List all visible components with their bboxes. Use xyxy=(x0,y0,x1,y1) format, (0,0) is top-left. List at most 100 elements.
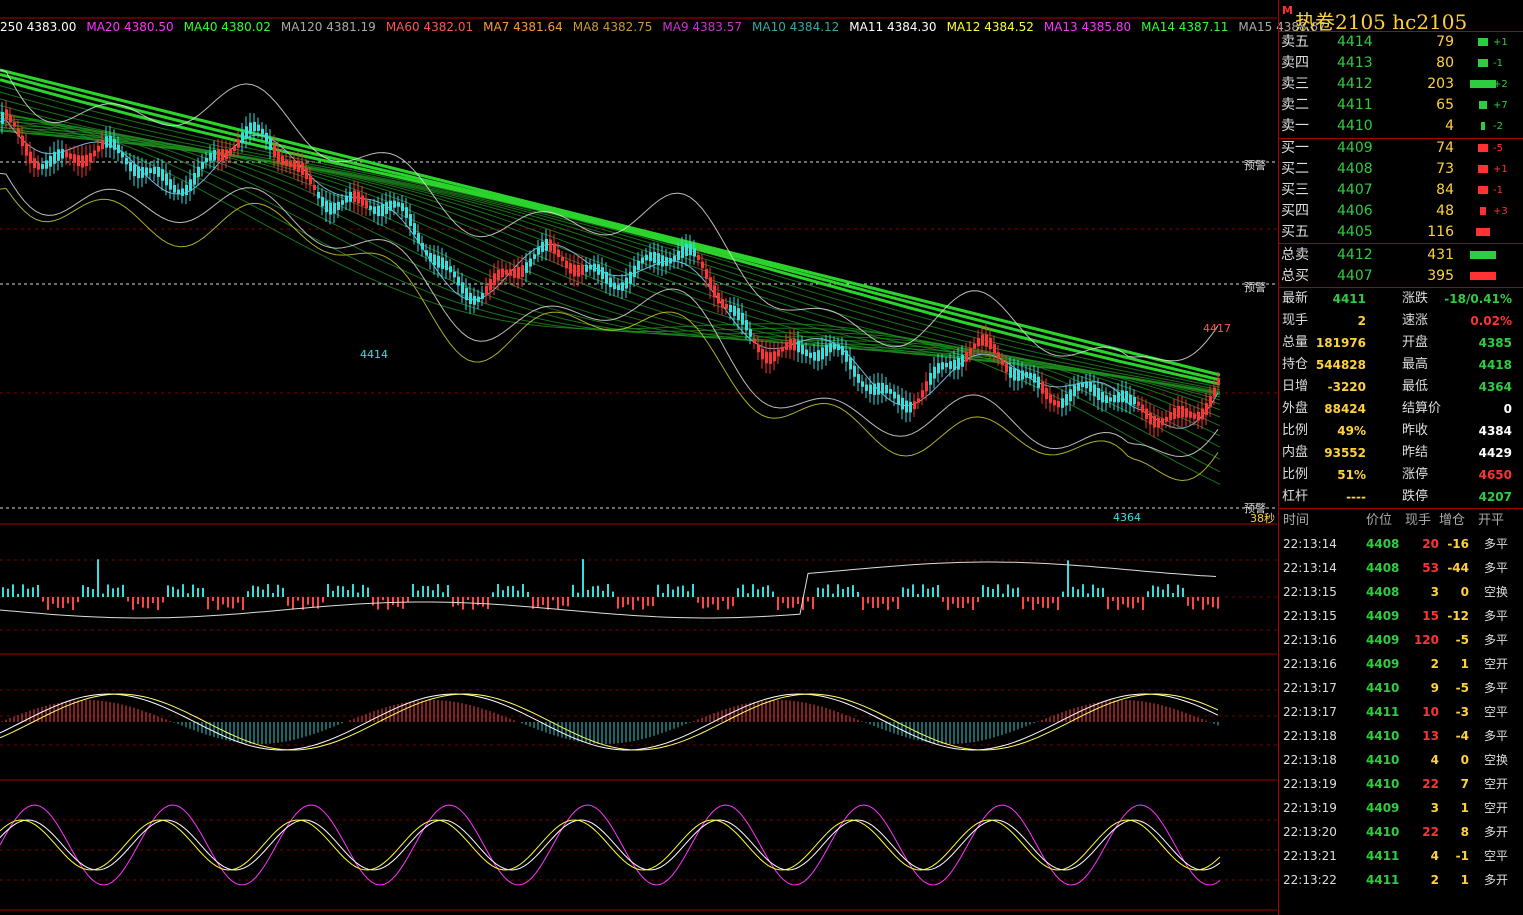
trade-qty: 22 xyxy=(1422,777,1439,791)
candle-body xyxy=(453,271,456,278)
trade-row[interactable]: 22:13:16 4409 2 1 空开 xyxy=(1279,652,1523,676)
trade-row[interactable]: 22:13:14 4408 53 -44 多平 xyxy=(1279,556,1523,580)
stat-value: 4650 xyxy=(1478,468,1512,482)
candle-body xyxy=(513,268,516,278)
kline-chart[interactable] xyxy=(0,0,1277,915)
candle-body xyxy=(949,361,952,369)
trade-row[interactable]: 22:13:20 4410 22 8 多开 xyxy=(1279,820,1523,844)
volume-bar xyxy=(187,593,189,597)
trade-row[interactable]: 22:13:18 4410 13 -4 多平 xyxy=(1279,724,1523,748)
contract-name[interactable]: 热卷2105 hc2105 xyxy=(1295,10,1468,34)
candle-body xyxy=(381,204,384,217)
orderbook-volume: 203 xyxy=(1427,76,1454,92)
candle-body xyxy=(101,139,104,150)
volume-bar xyxy=(657,584,659,597)
volume-bar xyxy=(282,587,284,597)
trade-row[interactable]: 22:13:14 4408 20 -16 多平 xyxy=(1279,532,1523,556)
candle-body xyxy=(669,258,672,264)
volume-bar xyxy=(672,589,674,597)
stat-label: 速涨 xyxy=(1402,313,1429,328)
trade-row[interactable]: 22:13:21 4411 4 -1 空平 xyxy=(1279,844,1523,868)
orderbook-row-sells-1[interactable]: 卖四 4413 80 -1 xyxy=(1279,53,1523,74)
trade-row[interactable]: 22:13:17 4411 10 -3 空平 xyxy=(1279,700,1523,724)
volume-bar xyxy=(537,597,539,607)
volume-bar xyxy=(252,585,254,597)
candle-body xyxy=(33,158,36,169)
candle-body xyxy=(873,383,876,396)
candle-body xyxy=(361,195,364,206)
candle-body xyxy=(981,334,984,346)
orderbook-volume-bar xyxy=(1481,122,1485,130)
candle-body xyxy=(1021,370,1024,380)
volume-bar xyxy=(77,597,79,603)
candle-body xyxy=(221,149,224,161)
col-price[interactable]: 价位 xyxy=(1366,513,1393,528)
trade-row[interactable]: 22:13:16 4409 120 -5 多平 xyxy=(1279,628,1523,652)
col-qty[interactable]: 现手 xyxy=(1405,513,1432,528)
candle-body xyxy=(61,149,64,159)
candle-body xyxy=(225,149,228,160)
candle-body xyxy=(665,257,668,266)
volume-bar xyxy=(927,588,929,597)
stat-value: 4429 xyxy=(1478,446,1512,460)
trade-oi-change: 0 xyxy=(1460,753,1469,767)
stat-value: 4364 xyxy=(1478,380,1512,394)
volume-bar xyxy=(457,597,459,606)
quote-sidebar: M 热卷2105 hc2105 卖五 4414 79 +1 卖四 4413 80 -1 卖三 44… xyxy=(1278,0,1523,915)
candle-body xyxy=(273,144,276,157)
contract-title: M 热卷2105 hc2105 xyxy=(1279,2,1523,34)
trade-row[interactable]: 22:13:19 4409 3 1 空开 xyxy=(1279,796,1523,820)
orderbook-row-sells-0[interactable]: 卖五 4414 79 +1 xyxy=(1279,32,1523,53)
volume-bar xyxy=(402,597,404,609)
volume-bar xyxy=(342,586,344,597)
orderbook-row-totals-1[interactable]: 总买 4407 395 xyxy=(1279,266,1523,287)
orderbook-row-sells-4[interactable]: 卖一 4410 4 -2 xyxy=(1279,116,1523,137)
orderbook-row-buys-2[interactable]: 买三 4407 84 -1 xyxy=(1279,180,1523,201)
orderbook-row-totals-0[interactable]: 总卖 4412 431 xyxy=(1279,245,1523,266)
price-chart-area[interactable]: 250 4383.00 MA20 4380.50 MA40 4380.02 MA120… xyxy=(0,0,1326,915)
candle-body xyxy=(317,191,320,199)
orderbook-change: -1 xyxy=(1493,58,1503,69)
ma-ribbon-line xyxy=(0,111,1221,394)
candle-body xyxy=(697,254,700,260)
candle-body xyxy=(213,149,216,161)
orderbook-row-buys-4[interactable]: 买五 4405 116 xyxy=(1279,222,1523,243)
candle-body xyxy=(197,166,200,177)
candle-body xyxy=(1061,398,1064,408)
volume-bar xyxy=(172,586,174,597)
volume-bar xyxy=(1017,587,1019,597)
trade-row[interactable]: 22:13:15 4408 3 0 空换 xyxy=(1279,580,1523,604)
volume-bar xyxy=(1162,589,1164,597)
col-type[interactable]: 开平 xyxy=(1478,513,1505,528)
trade-time: 22:13:16 xyxy=(1283,633,1337,647)
trade-row[interactable]: 22:13:18 4410 4 0 空换 xyxy=(1279,748,1523,772)
orderbook-row-buys-3[interactable]: 买四 4406 48 +3 xyxy=(1279,201,1523,222)
trade-row[interactable]: 22:13:17 4410 9 -5 多平 xyxy=(1279,676,1523,700)
orderbook-volume: 74 xyxy=(1436,140,1454,156)
orderbook-row-buys-1[interactable]: 买二 4408 73 +1 xyxy=(1279,159,1523,180)
trade-row[interactable]: 22:13:22 4411 2 1 多开 xyxy=(1279,868,1523,892)
volume-bar xyxy=(872,597,874,609)
trade-row[interactable]: 22:13:19 4410 22 7 空开 xyxy=(1279,772,1523,796)
orderbook-row-sells-2[interactable]: 卖三 4412 203 +2 xyxy=(1279,74,1523,95)
candle-body xyxy=(1029,372,1032,379)
candle-body xyxy=(1093,384,1096,397)
stat-value: -3220 xyxy=(1327,380,1366,394)
candle-body xyxy=(1181,405,1184,418)
trade-type: 多平 xyxy=(1484,633,1509,647)
candle-body xyxy=(629,271,632,284)
volume-bar xyxy=(442,592,444,597)
candle-body xyxy=(573,264,576,277)
col-time[interactable]: 时间 xyxy=(1283,513,1310,528)
trade-qty: 2 xyxy=(1430,657,1439,671)
candle-body xyxy=(281,156,284,166)
ma-legend-item: MA12 4384.52 xyxy=(946,20,1034,34)
orderbook-row-sells-3[interactable]: 卖二 4411 65 +7 xyxy=(1279,95,1523,116)
trade-qty: 10 xyxy=(1422,705,1439,719)
trade-row[interactable]: 22:13:15 4409 15 -12 多平 xyxy=(1279,604,1523,628)
trade-oi-change: -5 xyxy=(1455,633,1469,647)
candle-body xyxy=(533,254,536,259)
ma-legend-item: MA20 4380.50 xyxy=(86,20,174,34)
col-oi[interactable]: 增仓 xyxy=(1439,513,1466,528)
orderbook-row-buys-0[interactable]: 买一 4409 74 -5 xyxy=(1279,138,1523,159)
